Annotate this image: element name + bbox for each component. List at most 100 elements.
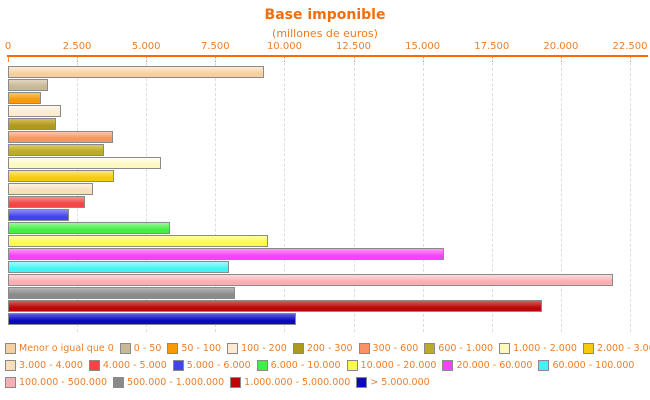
x-tick-label: 7.500: [201, 41, 230, 52]
legend-swatch-icon: [356, 377, 368, 388]
gridline: [560, 58, 562, 332]
legend-item: 1.000 - 2.000: [499, 343, 577, 354]
bar-100-000-500-000: [8, 274, 613, 286]
bar-600-1-000: [8, 144, 104, 156]
legend-item: 1.000.000 - 5.000.000: [230, 377, 350, 388]
gridline: [146, 58, 148, 332]
legend-swatch-icon: [5, 377, 16, 388]
legend-swatch-icon: [119, 343, 131, 354]
legend-swatch-icon: [582, 343, 594, 354]
legend-item: Menor o igual que 0: [5, 343, 114, 354]
legend-swatch-icon: [346, 360, 358, 371]
legend-label: 60.000 - 100.000: [552, 360, 635, 371]
x-tick-label: 22.500: [612, 41, 648, 52]
plot-area: [8, 66, 613, 326]
bar-50-100: [8, 92, 41, 104]
legend-item: 2.000 - 3.000: [582, 343, 650, 354]
legend-swatch-icon: [230, 377, 242, 388]
bar-1-000-2-000: [8, 157, 161, 169]
legend-item: 600 - 1.000: [424, 343, 493, 354]
legend-swatch-icon: [499, 343, 511, 354]
legend-item: 300 - 600: [358, 343, 418, 354]
bar-4-000-5-000: [8, 196, 85, 208]
x-axis-line: [7, 55, 648, 57]
legend-swatch-icon: [442, 360, 454, 371]
legend-label: 4.000 - 5.000: [102, 360, 167, 371]
legend-label: 2.000 - 3.000: [596, 343, 650, 354]
legend-label: 1.000 - 2.000: [513, 343, 577, 354]
x-tick-label: 5.000: [131, 41, 161, 52]
legend-swatch-icon: [424, 343, 436, 354]
gridline: [422, 58, 424, 332]
legend-label: 500.000 - 1.000.000: [127, 377, 225, 388]
legend-label: 6.000 - 10.000: [270, 360, 341, 371]
gridline: [215, 58, 217, 332]
legend-label: 10.000 - 20.000: [360, 360, 437, 371]
legend-item: 200 - 300: [292, 343, 353, 354]
legend-item: 3.000 - 4.000: [5, 360, 83, 371]
legend-item: 100.000 - 500.000: [5, 377, 107, 388]
legend-item: 0 - 50: [119, 343, 162, 354]
legend-item: 500.000 - 1.000.000: [113, 377, 224, 388]
legend-row: Menor o igual que 0 0 - 50 50 - 100 100 - 2…: [5, 340, 650, 357]
legend-label: 100 - 200: [241, 343, 287, 354]
legend-swatch-icon: [5, 343, 16, 354]
legend-item: 50 - 100: [167, 343, 221, 354]
legend-item: > 5.000.000: [356, 377, 430, 388]
chart-subtitle: (millones de euros): [272, 27, 378, 40]
bar-0-50: [8, 79, 48, 91]
legend-row: 3.000 - 4.000 4.000 - 5.000 5.000 - 6.000 6…: [5, 357, 648, 374]
legend-swatch-icon: [172, 360, 184, 371]
bar-60-000-100-000: [8, 261, 229, 273]
x-tick-mark: [8, 57, 9, 62]
bar-5-000-6-000: [8, 209, 69, 221]
bar-300-600: [8, 131, 113, 143]
bar-3-000-4-000: [8, 183, 93, 195]
gridline: [491, 58, 493, 332]
bar-500-000-1-000-000: [8, 287, 235, 299]
x-tick-label: 2.500: [62, 41, 92, 52]
legend-label: > 5.000.000: [370, 377, 430, 388]
bar-100-200: [8, 105, 61, 117]
x-tick-label: 15.000: [405, 41, 441, 52]
bar-20-000-60-000: [8, 248, 444, 260]
x-tick-label: 0: [4, 41, 12, 52]
legend-label: 1.000.000 - 5.000.000: [244, 377, 351, 388]
x-tick-label: 20.000: [543, 41, 579, 52]
bar-10-000-20-000: [8, 235, 268, 247]
bar-2-000-3-000: [8, 170, 114, 182]
legend-swatch-icon: [358, 343, 370, 354]
legend-item: 20.000 - 60.000: [442, 360, 532, 371]
gridline: [630, 58, 631, 332]
legend-swatch-icon: [88, 360, 100, 371]
legend: Menor o igual que 0 0 - 50 50 - 100 100 - 2…: [5, 340, 650, 391]
bar-1-000-000-5-000-000: [8, 300, 542, 312]
legend-label: 100.000 - 500.000: [19, 377, 108, 388]
legend-swatch-icon: [167, 343, 179, 354]
legend-label: Menor o igual que 0: [19, 343, 114, 354]
bar-200-300: [8, 118, 56, 130]
legend-item: 4.000 - 5.000: [88, 360, 167, 371]
legend-label: 200 - 300: [306, 343, 353, 354]
legend-swatch-icon: [538, 360, 550, 371]
legend-label: 600 - 1.000: [438, 343, 494, 354]
legend-item: 5.000 - 6.000: [172, 360, 251, 371]
legend-row: 100.000 - 500.000 500.000 - 1.000.000 1.00…: [5, 374, 648, 391]
legend-item: 60.000 - 100.000: [538, 360, 634, 371]
legend-swatch-icon: [256, 360, 268, 371]
bar-6-000-10-000: [8, 222, 170, 234]
legend-swatch-icon: [227, 343, 239, 354]
legend-item: 10.000 - 20.000: [346, 360, 437, 371]
bar--5-000-000: [8, 313, 296, 325]
legend-swatch-icon: [5, 360, 16, 371]
chart-title: Base imponible: [264, 7, 386, 23]
legend-item: 6.000 - 10.000: [256, 360, 341, 371]
legend-swatch-icon: [292, 343, 304, 354]
gridline: [284, 58, 286, 332]
gridline: [353, 58, 355, 332]
x-tick-label: 17.500: [474, 41, 510, 52]
legend-label: 20.000 - 60.000: [456, 360, 533, 371]
legend-label: 5.000 - 6.000: [186, 360, 251, 371]
legend-label: 0 - 50: [133, 343, 162, 354]
